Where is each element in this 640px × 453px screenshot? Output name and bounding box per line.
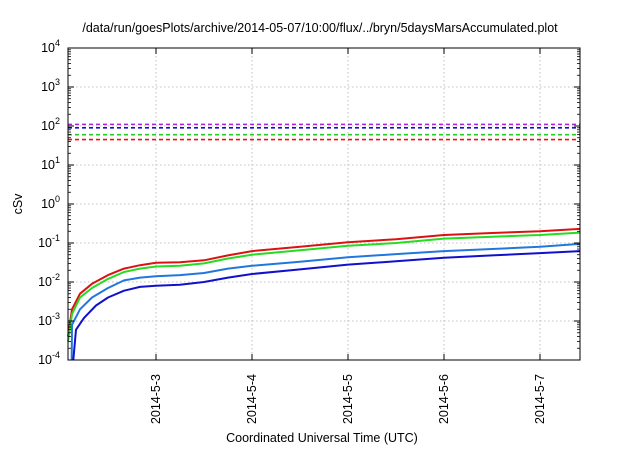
x-tick-label: 2014-5-5 (341, 374, 355, 424)
y-tick-exponent: -1 (52, 233, 60, 243)
y-tick-label: 104 (41, 38, 60, 55)
y-tick-label: 10-3 (38, 311, 60, 328)
y-tick-label: 103 (41, 77, 60, 94)
y-tick-label: 101 (41, 155, 60, 172)
chart-title: /data/run/goesPlots/archive/2014-05-07/1… (82, 21, 558, 35)
y-axis-label: cSv (11, 193, 25, 215)
x-tick-label: 2014-5-3 (149, 374, 163, 424)
y-tick-exponent: 3 (55, 77, 60, 87)
y-tick-label: 10-4 (38, 350, 60, 367)
x-tick-label: 2014-5-4 (245, 374, 259, 424)
series-line (67, 231, 581, 342)
reference-lines (68, 123, 580, 141)
x-tick-label: 2014-5-7 (533, 374, 547, 424)
y-tick-label: 10-1 (38, 233, 60, 250)
y-tick-label: 10-2 (38, 272, 60, 289)
y-tick-label: 102 (41, 116, 60, 133)
y-tick-exponent: -2 (52, 272, 60, 282)
y-tick-exponent: 2 (55, 116, 60, 126)
x-axis-ticks: 2014-5-3 2014-5-4 2014-5-5 2014-5-6 2014-5-7 (149, 48, 547, 424)
series-lines (67, 227, 581, 361)
series-line (70, 242, 581, 361)
x-tick-label: 2014-5-6 (437, 374, 451, 424)
x-axis-label: Coordinated Universal Time (UTC) (226, 431, 418, 445)
series-line (67, 227, 581, 337)
series-line (72, 250, 581, 361)
y-tick-exponent: -4 (52, 350, 60, 360)
grid (68, 48, 580, 360)
y-tick-exponent: -3 (52, 311, 60, 321)
y-tick-exponent: 4 (55, 38, 60, 48)
y-tick-exponent: 1 (55, 155, 60, 165)
y-tick-label: 100 (41, 194, 60, 211)
y-tick-exponent: 0 (55, 194, 60, 204)
